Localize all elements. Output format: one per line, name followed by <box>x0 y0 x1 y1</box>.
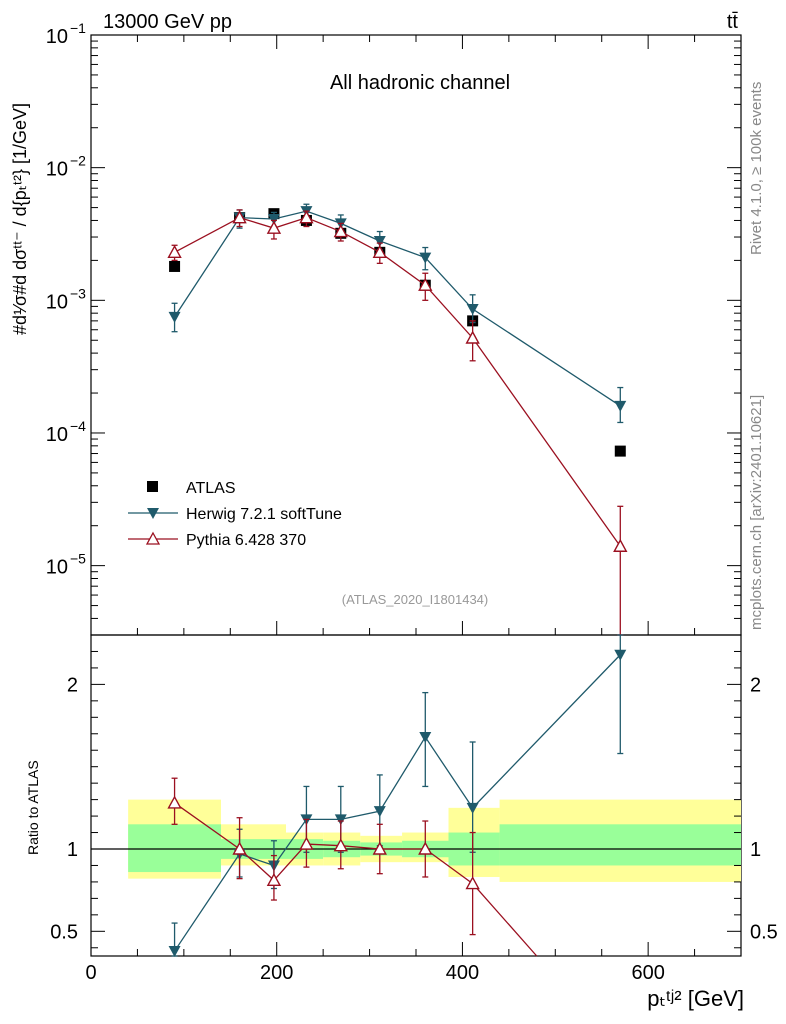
data-point-pythia <box>333 224 348 238</box>
ratio-y-tick-label-left: 1 <box>67 839 78 861</box>
data-point-herwig <box>614 400 627 412</box>
data-point-herwig <box>466 802 479 814</box>
data-point-pythia <box>299 836 314 850</box>
legend-marker-atlas <box>147 481 158 492</box>
data-point-herwig <box>419 732 432 744</box>
main-y-tick-exponent: −4 <box>70 418 86 434</box>
data-point-herwig <box>168 946 181 958</box>
source-label: mcplots.cern.ch [arXiv:2401.10621] <box>748 395 765 630</box>
main-y-tick-label: 10 <box>46 159 68 181</box>
ratio-y-tick-label-left: 2 <box>67 674 78 696</box>
legend-label-herwig: Herwig 7.2.1 softTune <box>186 506 342 523</box>
data-point-herwig <box>419 252 432 264</box>
data-point-atlas <box>169 260 181 272</box>
analysis-label: (ATLAS_2020_I1801434) <box>342 592 488 607</box>
data-point-pythia <box>232 841 247 855</box>
data-point-herwig <box>267 214 280 226</box>
data-point-pythia <box>465 876 480 890</box>
series-line <box>174 210 621 407</box>
data-point-pythia <box>418 841 433 855</box>
data-point-herwig <box>334 814 347 826</box>
legend-label-pythia: Pythia 6.428 370 <box>186 532 306 549</box>
ratio-band-inner <box>499 824 741 866</box>
x-tick-label: 0 <box>85 962 96 984</box>
data-point-pythia <box>418 277 433 291</box>
x-axis-label: pₜᵗʲ² [GeV] <box>647 986 744 1011</box>
legend: ATLAS Herwig 7.2.1 softTune Pythia 6.428… <box>128 480 342 549</box>
ratio-y-ticks: 0.5 0.5 1 1 2 2 <box>50 650 778 949</box>
main-y-tick-label: 10 <box>46 26 68 48</box>
data-point-pythia <box>372 841 387 855</box>
legend-label-atlas: ATLAS <box>186 480 236 497</box>
main-y-ticks: 10−110−210−310−410−5 <box>46 20 741 636</box>
x-ticks: 0 200 400 600 <box>85 35 742 984</box>
process-label: tt̄ <box>727 11 739 33</box>
data-point-pythia <box>333 838 348 852</box>
data-point-pythia <box>266 220 282 234</box>
ratio-uncertainty-bands <box>128 799 741 882</box>
x-tick-label: 200 <box>260 962 293 984</box>
ratio-y-tick-label-left: 0.5 <box>50 921 78 943</box>
data-point-herwig <box>373 235 386 247</box>
ratio-y-tick-label-right: 1 <box>750 839 761 861</box>
data-point-pythia <box>167 795 182 809</box>
main-series-group <box>167 203 628 636</box>
channel-label: All hadronic channel <box>330 72 510 94</box>
main-y-tick-label: 10 <box>46 291 68 313</box>
data-point-pythia <box>613 538 628 552</box>
series-line <box>174 216 621 547</box>
legend-marker-pythia <box>145 531 161 545</box>
data-point-herwig <box>373 806 386 818</box>
data-point-pythia <box>465 330 480 344</box>
energy-label: 13000 GeV pp <box>103 11 232 33</box>
data-point-herwig <box>466 304 479 316</box>
main-y-tick-exponent: −2 <box>70 153 86 169</box>
data-point-pythia <box>299 210 314 224</box>
data-point-herwig <box>614 649 627 661</box>
data-point-herwig <box>168 311 181 323</box>
x-tick-label: 600 <box>631 962 664 984</box>
data-point-atlas <box>614 445 626 457</box>
main-y-tick-exponent: −1 <box>70 20 86 36</box>
data-point-pythia <box>232 210 247 224</box>
ratio-series-group <box>167 634 627 958</box>
data-point-pythia <box>266 872 282 886</box>
main-y-tick-exponent: −3 <box>70 285 86 301</box>
main-y-axis-label: #d¹⁄σ#d dσᵗᵗ⁻ / d{pₜᵗ²} [1/GeV] <box>10 103 30 335</box>
ratio-plot-frame <box>90 634 742 957</box>
rivet-label: Rivet 4.1.0, ≥ 100k events <box>748 82 765 255</box>
main-y-tick-label: 10 <box>46 557 68 579</box>
x-tick-label: 400 <box>446 962 479 984</box>
ratio-y-tick-label-right: 0.5 <box>750 921 778 943</box>
main-y-tick-label: 10 <box>46 424 68 446</box>
main-y-tick-exponent: −5 <box>70 551 86 567</box>
ratio-y-tick-label-right: 2 <box>750 674 761 696</box>
ratio-y-axis-label: Ratio to ATLAS <box>25 760 41 855</box>
legend-marker-herwig <box>147 508 159 519</box>
data-point-pythia <box>167 244 182 259</box>
ratio-band-inner <box>128 824 221 873</box>
data-point-pythia <box>372 244 387 259</box>
